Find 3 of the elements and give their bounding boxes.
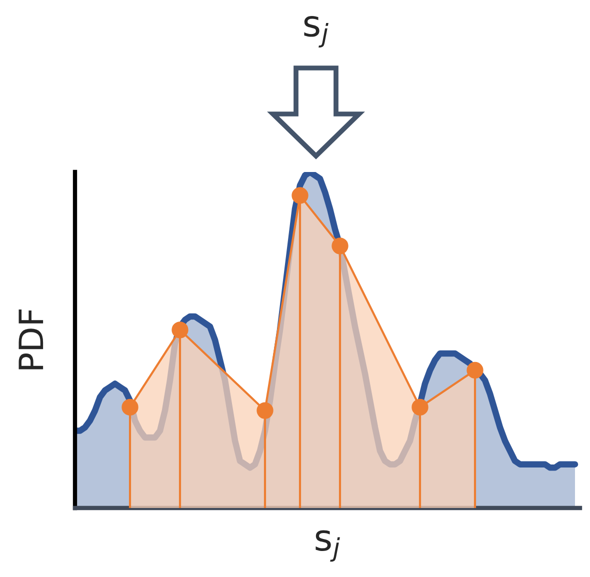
x-axis-title: s$_{j}$	[316, 530, 340, 562]
chart-title: s$_{j}$	[304, 16, 328, 48]
y-axis-title: PDF	[18, 309, 44, 370]
